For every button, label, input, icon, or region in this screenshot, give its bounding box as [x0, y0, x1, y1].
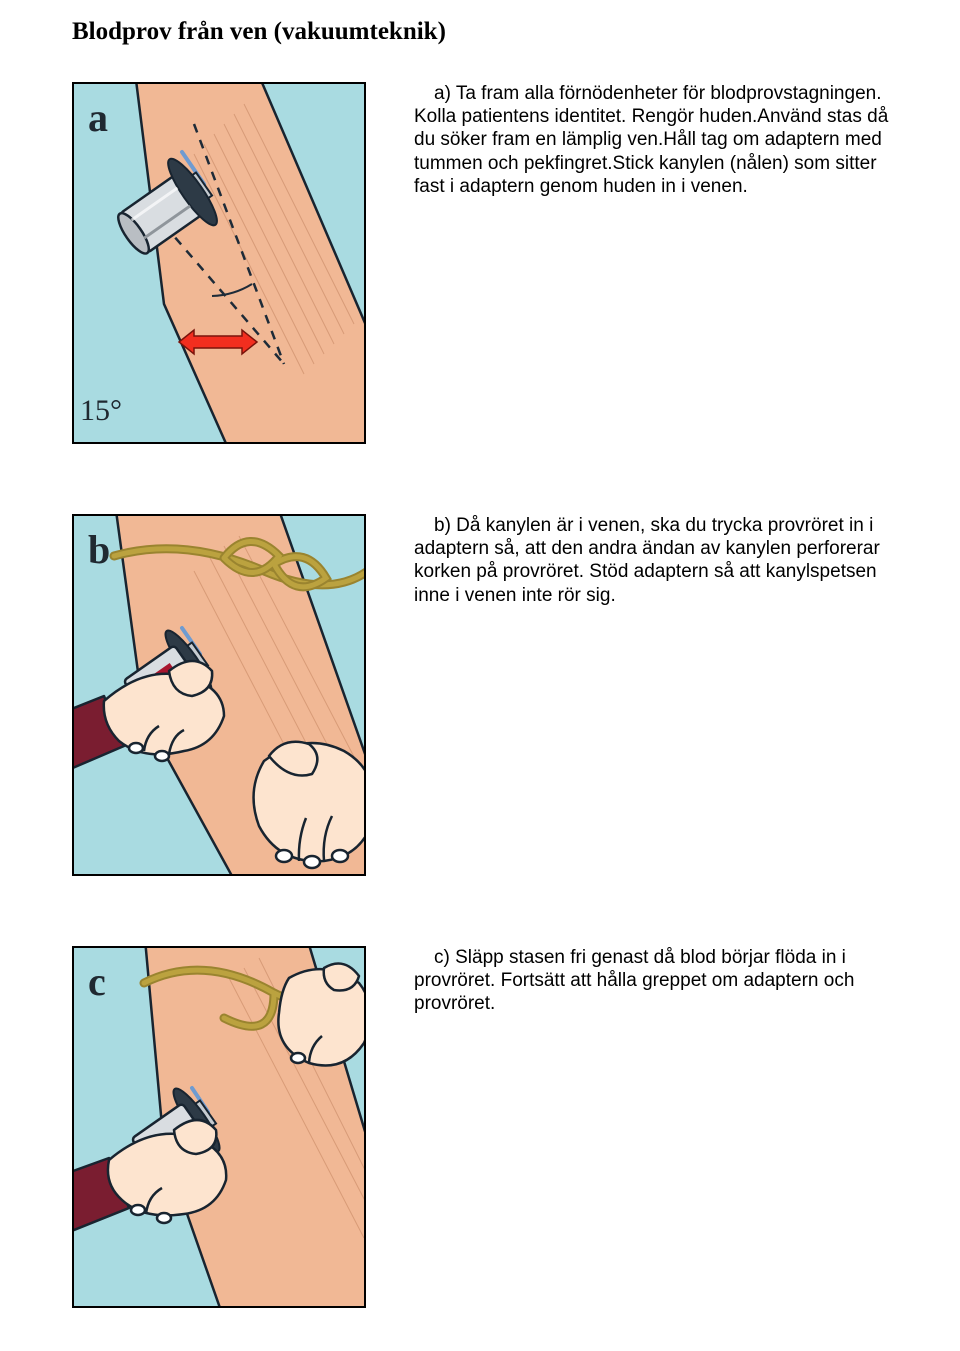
illustration-b: b — [72, 514, 366, 876]
step-a-body: a) Ta fram alla förnödenheter för blodpr… — [414, 83, 888, 197]
illustration-a: a 15° — [72, 82, 366, 444]
step-c-text: c) Släpp stasen fri genast då blod börja… — [414, 946, 904, 1016]
step-a-text: a) Ta fram alla förnödenheter för blodpr… — [414, 82, 904, 198]
step-b-row: b b) Då kanylen är i venen, ska du tryck… — [72, 514, 904, 876]
page-title: Blodprov från ven (vakuumteknik) — [72, 18, 904, 46]
illustration-c: c — [72, 946, 366, 1308]
angle-label: 15° — [80, 394, 122, 428]
step-c-body: c) Släpp stasen fri genast då blod börja… — [414, 947, 854, 1014]
step-b-text: b) Då kanylen är i venen, ska du trycka … — [414, 514, 904, 607]
step-c-row: c c) Släpp stasen fri genast då blod bör… — [72, 946, 904, 1308]
step-a-row: a 15° a) Ta fram alla förnödenheter för … — [72, 82, 904, 444]
panel-letter-b: b — [88, 526, 110, 573]
panel-letter-a: a — [88, 94, 108, 141]
step-b-body: b) Då kanylen är i venen, ska du trycka … — [414, 515, 880, 606]
panel-letter-c: c — [88, 958, 106, 1005]
